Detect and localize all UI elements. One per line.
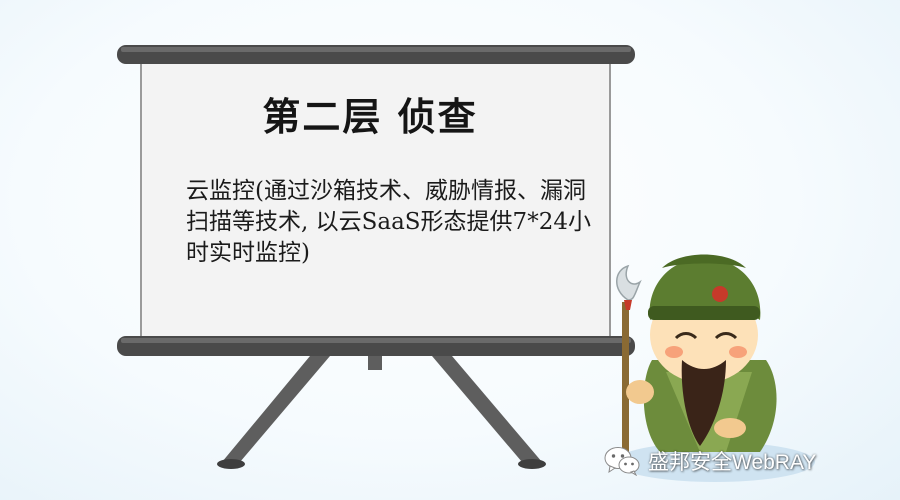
easel-stand: [217, 354, 546, 469]
watermark-text: 盛邦安全WebRAY: [648, 451, 817, 474]
board-description: 云监控(通过沙箱技术、威胁情报、漏洞扫描等技术, 以云SaaS形态提供7*24小…: [186, 178, 591, 266]
watermark: 盛邦安全WebRAY: [604, 444, 889, 478]
board-title: 第二层 侦查: [262, 94, 478, 139]
wechat-icon: [604, 447, 640, 476]
presentation-board: [117, 45, 635, 356]
cartoon-general-character: [616, 254, 777, 458]
